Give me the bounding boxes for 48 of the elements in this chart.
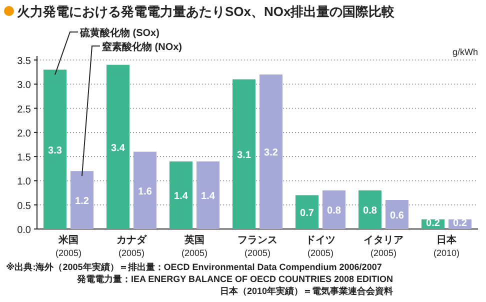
text: 発電電力量：IEA ENERGY BALANCE OF OECD COUNTRIES 2008 EDITION	[76, 274, 393, 284]
bar	[232, 79, 256, 229]
data-label: 3.4	[111, 142, 126, 154]
y-axis-title: g/kWh	[452, 47, 478, 57]
bar	[196, 161, 220, 229]
bar	[44, 70, 66, 229]
text: 硫黄酸化物 (SOx)	[79, 27, 160, 39]
data-label: 0.2	[426, 218, 440, 229]
data-label: 0.6	[390, 210, 404, 222]
data-label: 3.3	[48, 145, 62, 156]
bar	[358, 190, 382, 229]
x-tick-label: ドイツ (2005)	[306, 235, 336, 258]
x-tick-label: カナダ (2005)	[116, 234, 148, 258]
data-label: 1.6	[138, 186, 152, 198]
text: 2.5	[17, 104, 31, 116]
data-label: 0.2	[453, 218, 468, 229]
text: 3.0	[17, 80, 31, 92]
x-tick-label: フランス (2005)	[238, 235, 278, 258]
text: 日本（2010年実績）＝電気事業連合会資料	[220, 286, 393, 296]
x-tick-label: 英国 (2005)	[181, 234, 208, 258]
x-tick-label: 日本 (2010)	[433, 234, 460, 258]
bar	[106, 64, 130, 229]
bar	[386, 200, 408, 229]
text: 3.5	[17, 56, 31, 67]
x-tick-label: 米国 (2005)	[55, 234, 82, 258]
bar	[296, 195, 318, 229]
bar	[260, 74, 282, 229]
data-label: 1.4	[201, 191, 216, 202]
data-label: 1.2	[75, 196, 90, 208]
text: 1.0	[17, 176, 31, 188]
data-label: 0.8	[363, 206, 378, 217]
text: ※出典:海外（2005年実績）＝排出量：OECD Environmental Data Compendium 2006/2007	[6, 262, 382, 272]
data-label: 0.7	[300, 208, 314, 220]
data-label: 0.8	[327, 206, 342, 217]
chart-title: 火力発電における発電電力量あたりSOx、NOx排出量の国際比較	[16, 4, 396, 19]
data-label: 1.4	[174, 191, 188, 202]
text: 0.0	[17, 225, 31, 236]
x-tick-label: イタリア (2005)	[364, 235, 404, 258]
bar	[70, 171, 94, 229]
bar	[134, 152, 156, 229]
bar	[322, 190, 346, 229]
text: 1.5	[17, 152, 31, 164]
data-label: 3.1	[237, 150, 252, 162]
text: 0.5	[17, 200, 31, 212]
data-label: 3.2	[264, 148, 278, 159]
text: 窒素酸化物 (NOx)	[102, 41, 182, 53]
text: 2.0	[17, 128, 31, 140]
bar	[170, 161, 192, 229]
